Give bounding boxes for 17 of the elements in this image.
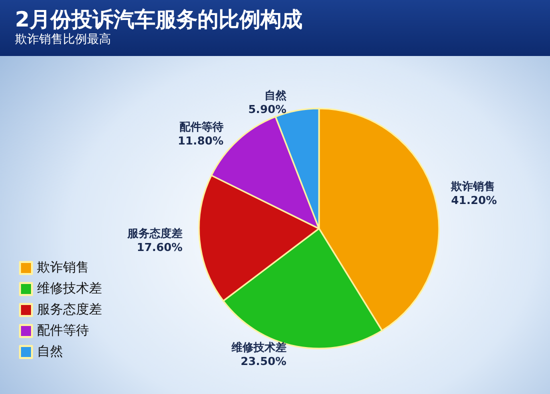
chart-subtitle: 欺诈销售比例最高	[15, 32, 111, 46]
legend-label: 服务态度差	[37, 302, 102, 318]
slice-label: 自然	[264, 89, 288, 102]
slice-label: 欺诈销售	[450, 180, 496, 194]
slice-label: 配件等待	[180, 120, 224, 134]
legend-label: 欺诈销售	[37, 260, 89, 276]
legend-label: 配件等待	[37, 324, 89, 338]
data-label: 17.60%	[136, 241, 183, 254]
data-label: 41.20%	[451, 194, 497, 208]
data-label: 5.90%	[248, 103, 286, 116]
data-label: 11.80%	[178, 134, 224, 148]
slice-label: 服务态度差	[126, 227, 183, 240]
data-label: 23.50%	[240, 354, 286, 368]
legend-label: 自然	[37, 344, 63, 360]
chart-title: 2月份投诉汽车服务的比例构成	[15, 8, 303, 32]
legend-label: 维修技术差	[37, 282, 102, 296]
slice-label: 维修技术差	[230, 340, 286, 354]
